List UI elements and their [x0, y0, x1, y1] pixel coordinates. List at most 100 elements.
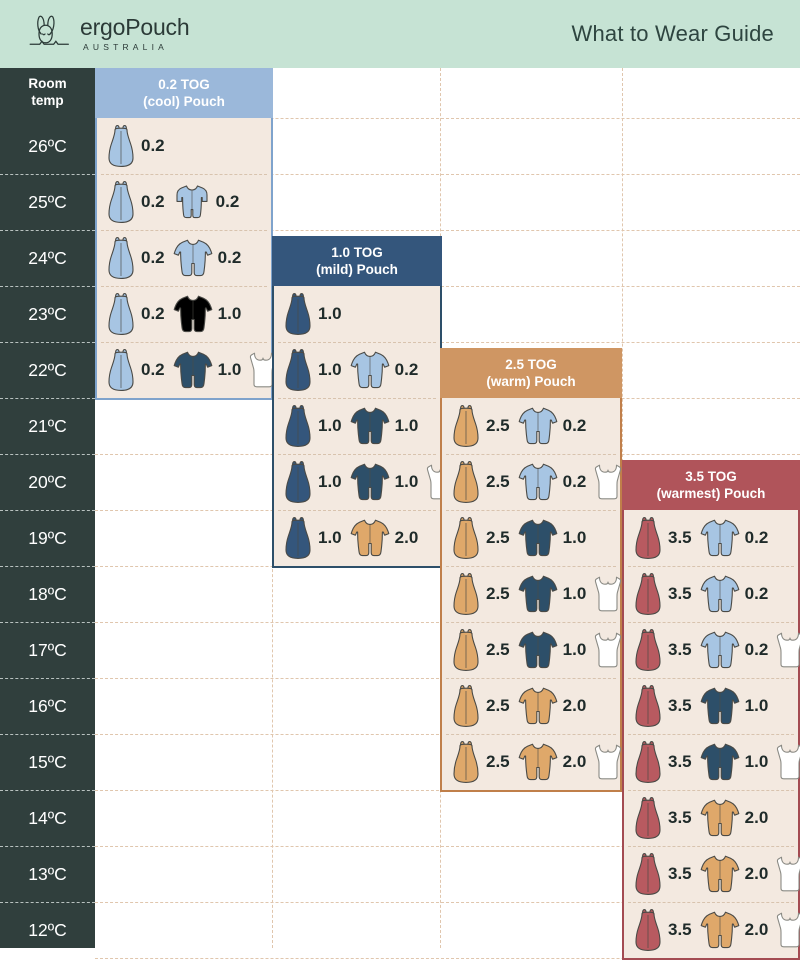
recommendation-cell[interactable]: 3.5 1.0 [624, 734, 800, 790]
recommendation-cell[interactable]: 3.5 0.2 [624, 510, 798, 566]
recommendation-cell[interactable]: 3.5 0.2 [624, 566, 798, 622]
room-temp-label: 13ºC [28, 863, 67, 884]
garment-tog-value: 0.2 [562, 472, 587, 491]
room-temp-header-line1: Room [28, 76, 67, 92]
sleeping-bag-tog-value: 2.5 [486, 528, 510, 547]
recommendation-cell[interactable]: 2.5 0.2 [442, 398, 620, 454]
singlet-icon [594, 743, 622, 781]
room-temp-row-15: 15ºC [0, 734, 95, 790]
recommendation-cell[interactable]: 2.5 1.0 [442, 622, 622, 678]
singlet-icon [594, 463, 622, 501]
tog-column-body-tog-10: 1.0 1.0 0.2 1.0 1.0 1.0 [272, 286, 454, 568]
room-temp-header-line2: temp [31, 93, 64, 108]
long-sleeve-onesie-icon [518, 685, 558, 727]
tog-title-line1: 1.0 TOG [331, 244, 383, 260]
long-sleeve-onesie-icon [350, 517, 390, 559]
sleeping-bag-icon [633, 572, 663, 616]
recommendation-cell[interactable]: 3.5 2.0 [624, 902, 800, 958]
room-temp-column: Room temp 26ºC 25ºC 24ºC 23ºC 22ºC 21ºC 20ºC 19… [0, 68, 95, 948]
recommendation-cell[interactable]: 1.0 [274, 286, 440, 342]
recommendation-cell[interactable]: 3.5 1.0 [624, 678, 798, 734]
recommendation-cell[interactable]: 1.0 2.0 [274, 510, 440, 566]
room-temp-header: Room temp [0, 68, 95, 118]
sleeping-bag-tog-value: 2.5 [486, 416, 510, 435]
garment-tog-value: 0.2 [744, 528, 769, 547]
tog-title-line1: 3.5 TOG [685, 468, 737, 484]
recommendation-cell[interactable]: 2.5 0.2 [442, 454, 622, 510]
singlet-icon [594, 631, 622, 669]
tog-column-tog-35[interactable]: 3.5 TOG (warmest) Pouch 3.5 0.2 3.5 0.2 [622, 460, 800, 960]
tog-column-tog-10[interactable]: 1.0 TOG (mild) Pouch 1.0 1.0 0.2 1.0 1. [272, 236, 454, 568]
room-temp-label: 16ºC [28, 695, 67, 716]
tog-title-line2: (warmest) Pouch [656, 486, 766, 501]
bunny-logo-icon [28, 12, 72, 56]
recommendation-cell[interactable]: 0.2 0.2 [97, 230, 271, 286]
room-temp-label: 18ºC [28, 583, 67, 604]
room-temp-row-17: 17ºC [0, 622, 95, 678]
short-sleeve-romper-icon [173, 183, 211, 221]
recommendation-cell[interactable]: 0.2 0.2 [97, 174, 271, 230]
sleeping-bag-icon [451, 516, 481, 560]
sleeping-bag-icon [633, 628, 663, 672]
long-sleeve-onesie-icon [518, 629, 558, 671]
singlet-icon [776, 911, 800, 949]
recommendation-cell[interactable]: 3.5 0.2 [624, 622, 800, 678]
long-sleeve-onesie-icon [700, 909, 740, 951]
sleeping-bag-tog-value: 0.2 [141, 136, 165, 155]
gridline-horizontal-0 [95, 118, 800, 119]
garment-tog-value: 2.0 [562, 752, 587, 771]
sleeping-bag-tog-value: 0.2 [141, 304, 165, 323]
garment-tog-value: 2.0 [744, 920, 769, 939]
recommendation-cell[interactable]: 2.5 2.0 [442, 734, 622, 790]
tog-column-tog-25[interactable]: 2.5 TOG (warm) Pouch 2.5 0.2 2.5 0.2 [440, 348, 622, 792]
garment-tog-value: 0.2 [217, 248, 242, 267]
room-temp-row-16: 16ºC [0, 678, 95, 734]
sleeping-bag-tog-value: 1.0 [318, 416, 342, 435]
garment-tog-value: 1.0 [394, 472, 419, 491]
long-sleeve-onesie-icon [173, 349, 213, 391]
recommendation-cell[interactable]: 2.5 2.0 [442, 678, 620, 734]
tog-column-header-tog-10: 1.0 TOG (mild) Pouch [272, 236, 442, 286]
sleeping-bag-icon [451, 404, 481, 448]
recommendation-cell[interactable]: 3.5 2.0 [624, 846, 800, 902]
sleeping-bag-tog-value: 3.5 [668, 640, 692, 659]
garment-tog-value: 2.0 [562, 696, 587, 715]
tog-title-line2: (cool) Pouch [143, 94, 225, 109]
tog-column-tog-02[interactable]: 0.2 TOG (cool) Pouch 0.2 0.2 0.2 0.2 0. [95, 68, 277, 400]
brand-name: ergoPouch [80, 14, 190, 41]
singlet-icon [776, 855, 800, 893]
recommendation-cell[interactable]: 0.2 1.0 [97, 286, 271, 342]
long-sleeve-onesie-icon [700, 517, 740, 559]
long-sleeve-onesie-icon [518, 573, 558, 615]
recommendation-cell[interactable]: 2.5 1.0 [442, 510, 620, 566]
recommendation-cell[interactable]: 0.2 1.0 [97, 342, 277, 398]
gridline-horizontal-14 [95, 902, 800, 903]
recommendation-cell[interactable]: 3.5 2.0 [624, 790, 798, 846]
room-temp-row-12: 12ºC [0, 902, 95, 958]
garment-tog-value: 0.2 [394, 360, 419, 379]
tog-column-body-tog-35: 3.5 0.2 3.5 0.2 3.5 0.2 [622, 510, 800, 960]
tog-column-header-tog-25: 2.5 TOG (warm) Pouch [440, 348, 622, 398]
sleeping-bag-icon [451, 628, 481, 672]
sleeping-bag-icon [451, 684, 481, 728]
sleeping-bag-icon [283, 404, 313, 448]
gridline-horizontal-13 [95, 846, 800, 847]
sleeping-bag-tog-value: 2.5 [486, 584, 510, 603]
long-sleeve-onesie-icon [350, 349, 390, 391]
sleeping-bag-tog-value: 3.5 [668, 920, 692, 939]
recommendation-cell[interactable]: 1.0 1.0 [274, 398, 440, 454]
recommendation-cell[interactable]: 1.0 0.2 [274, 342, 440, 398]
garment-tog-value: 2.0 [394, 528, 419, 547]
long-sleeve-onesie-icon [700, 573, 740, 615]
room-temp-row-26: 26ºC [0, 118, 95, 174]
room-temp-row-20: 20ºC [0, 454, 95, 510]
tog-column-header-tog-35: 3.5 TOG (warmest) Pouch [622, 460, 800, 510]
room-temp-row-18: 18ºC [0, 566, 95, 622]
recommendation-cell[interactable]: 1.0 1.0 [274, 454, 454, 510]
recommendation-cell[interactable]: 2.5 1.0 [442, 566, 622, 622]
room-temp-label: 26ºC [28, 135, 67, 156]
tog-title-line2: (warm) Pouch [486, 374, 576, 389]
recommendation-cell[interactable]: 0.2 [97, 118, 271, 174]
sleeping-bag-tog-value: 1.0 [318, 360, 342, 379]
sleeping-bag-icon [633, 684, 663, 728]
